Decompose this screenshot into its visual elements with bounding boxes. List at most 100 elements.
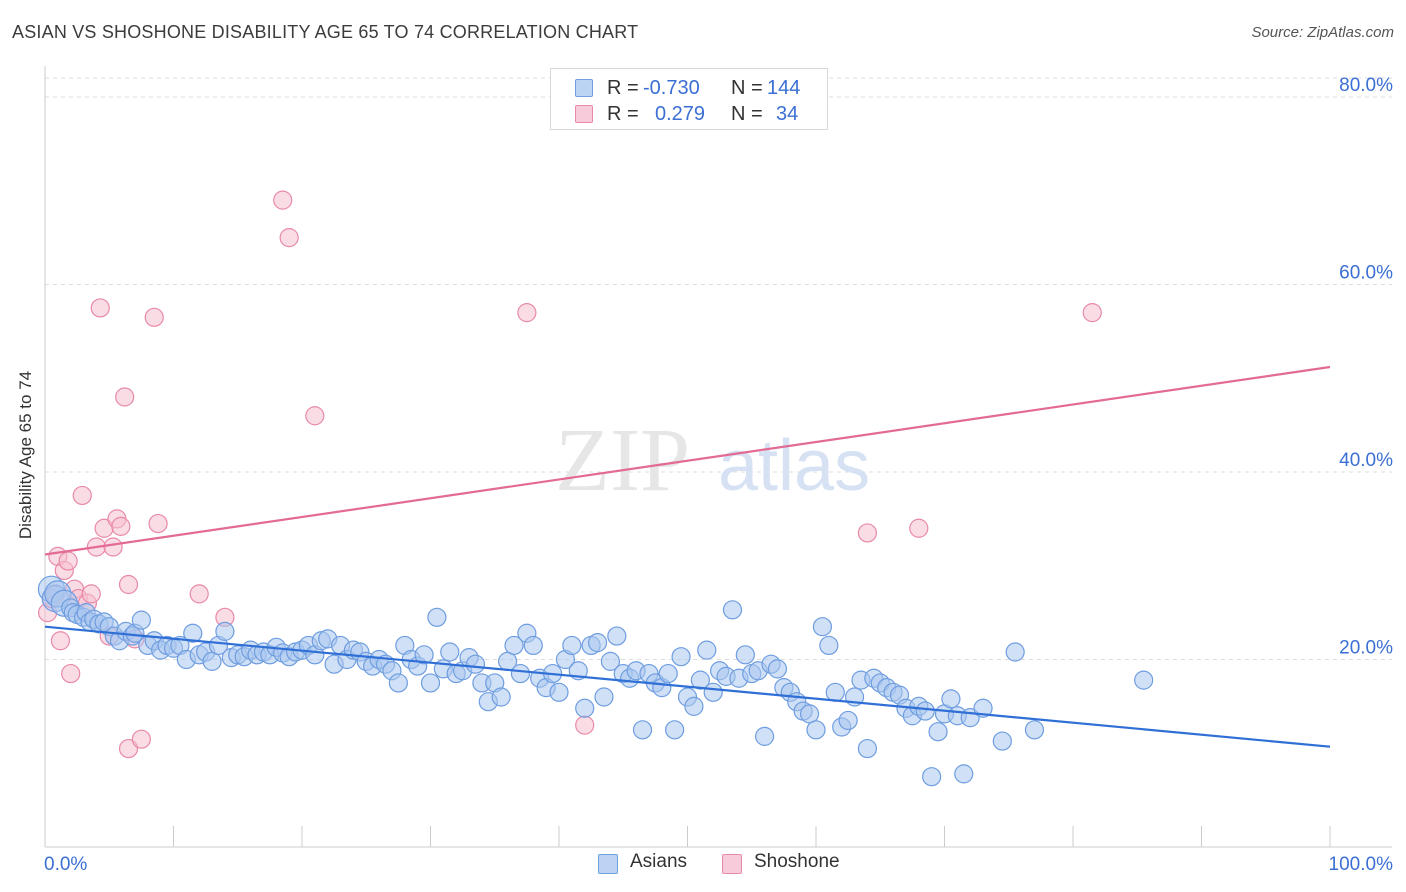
asians-point xyxy=(632,720,653,740)
asians-point xyxy=(1005,642,1025,662)
asians-point xyxy=(420,673,441,693)
asians-point xyxy=(799,704,820,724)
asians-point xyxy=(504,635,524,656)
asians-point xyxy=(671,647,691,667)
asians-point xyxy=(922,767,942,787)
y-tick-label: 60.0% xyxy=(1339,263,1393,284)
asians-point xyxy=(440,642,460,662)
y-tick-label: 20.0% xyxy=(1339,638,1393,659)
watermark-zip: ZIP xyxy=(555,411,690,510)
shoshone-point xyxy=(118,574,139,595)
shoshone-point xyxy=(103,537,123,557)
asians-point xyxy=(838,710,858,731)
y-tick-label: 80.0% xyxy=(1339,75,1393,96)
asians-point xyxy=(697,640,717,660)
asians-point xyxy=(825,682,845,702)
x-tick-label-min: 0.0% xyxy=(44,854,87,875)
asians-point xyxy=(1134,670,1154,690)
shoshone-point xyxy=(115,387,135,407)
shoshone-point xyxy=(131,729,151,749)
legend-r-value: -0.730 xyxy=(643,77,700,99)
shoshone-point xyxy=(118,738,139,759)
shoshone-point xyxy=(81,584,101,604)
asians-point xyxy=(594,687,614,707)
asians-point xyxy=(703,682,723,702)
x-tick-label-max: 100.0% xyxy=(1329,854,1394,875)
asians-point xyxy=(954,764,974,784)
asians-point xyxy=(510,663,531,684)
chart-title: ASIAN VS SHOSHONE DISABILITY AGE 65 TO 7… xyxy=(12,22,639,42)
legend-n-value: 144 xyxy=(767,77,801,99)
shoshone-point xyxy=(61,663,81,684)
legend-r-label: R = xyxy=(607,77,639,99)
asians-point xyxy=(562,635,582,656)
x-tick-labels: 0.0% 100.0% xyxy=(44,854,1393,875)
bottom-legend-label-asians: Asians xyxy=(630,851,688,872)
asians-point xyxy=(735,645,755,665)
asians-point xyxy=(575,698,595,718)
shoshone-point xyxy=(279,228,299,248)
asians-trend-line xyxy=(44,625,1331,748)
shoshone-point xyxy=(517,303,537,323)
series-asians xyxy=(37,575,1154,787)
shoshone-point xyxy=(189,584,209,604)
shoshone-point xyxy=(58,551,78,571)
asians-point xyxy=(722,600,743,620)
y-tick-labels: 20.0% 40.0% 60.0% 80.0% xyxy=(1339,75,1393,659)
asians-point xyxy=(523,635,543,656)
asians-point xyxy=(812,617,833,637)
shoshone-point xyxy=(144,307,164,327)
asians-point xyxy=(131,610,151,630)
asians-point xyxy=(215,621,235,641)
asians-point xyxy=(658,663,678,684)
shoshone-point xyxy=(857,523,878,543)
legend-n-value: 34 xyxy=(776,103,799,125)
asians-point xyxy=(600,651,621,671)
grid-lines xyxy=(45,77,1392,660)
shoshone-point xyxy=(111,516,131,536)
correlation-legend: R = -0.730 N = 144 R = 0.279 N = 34 xyxy=(550,68,828,130)
y-axis-label: Disability Age 65 to 74 xyxy=(16,370,35,540)
bottom-legend-swatch-shoshone xyxy=(722,854,742,874)
asians-point xyxy=(465,654,486,674)
asians-point xyxy=(806,720,826,740)
asians-point xyxy=(992,731,1012,751)
asians-point xyxy=(427,607,447,627)
shoshone-point xyxy=(148,513,168,534)
shoshone-point xyxy=(575,715,595,735)
bottom-legend-swatch-asians xyxy=(598,854,618,874)
shoshone-point xyxy=(50,631,71,651)
asians-point xyxy=(607,626,627,646)
shoshone-point xyxy=(1082,303,1102,323)
legend-n-label: N = xyxy=(731,103,763,125)
legend-r-label: R = xyxy=(607,103,639,125)
asians-point xyxy=(941,689,961,709)
shoshone-point xyxy=(90,298,110,318)
source-label: Source: ZipAtlas.com xyxy=(1251,24,1394,41)
asians-point xyxy=(915,701,935,721)
shoshone-point xyxy=(273,190,293,210)
legend-r-value: 0.279 xyxy=(655,103,706,125)
asians-point xyxy=(665,720,685,740)
legend-n-label: N = xyxy=(731,77,763,99)
shoshone-point xyxy=(909,518,929,538)
y-tick-label: 40.0% xyxy=(1339,450,1393,471)
asians-point xyxy=(183,623,203,643)
asians-point xyxy=(857,738,878,759)
axes xyxy=(44,66,1392,848)
asians-point xyxy=(388,673,408,693)
asians-point xyxy=(690,670,710,690)
asians-point xyxy=(928,722,948,742)
asians-point xyxy=(1024,720,1045,740)
asians-point xyxy=(587,633,608,653)
asians-point xyxy=(549,682,569,702)
asians-point xyxy=(767,659,788,679)
asians-point xyxy=(491,687,511,707)
bottom-legend-label-shoshone: Shoshone xyxy=(754,851,840,872)
asians-point xyxy=(754,726,775,746)
legend-swatch-shoshone xyxy=(575,105,593,123)
asians-point xyxy=(819,635,839,656)
shoshone-point xyxy=(72,485,92,506)
asians-point xyxy=(973,698,993,718)
